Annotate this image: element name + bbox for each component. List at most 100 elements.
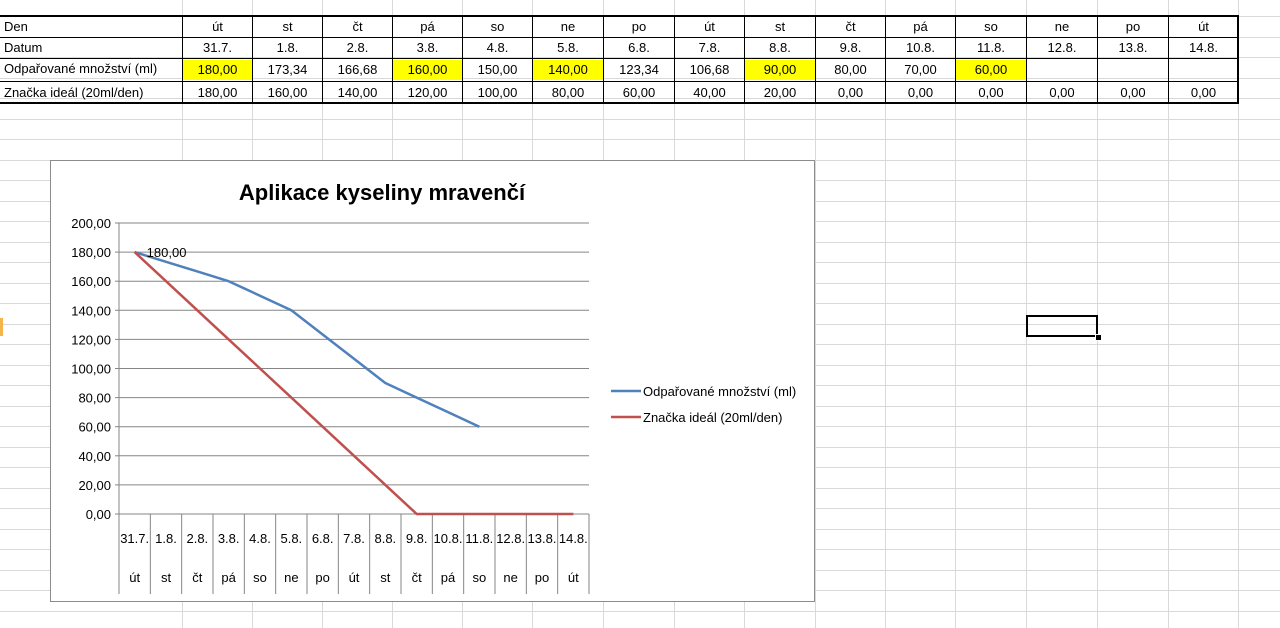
x-tick-label-date: 13.8. — [528, 531, 557, 546]
x-tick-label-day: ne — [503, 570, 517, 585]
evaporated-row-cell[interactable]: 140,00 — [533, 60, 603, 80]
ideal-row-cell[interactable]: 180,00 — [197, 85, 238, 100]
selected-cell[interactable] — [1026, 315, 1098, 337]
date-row-label[interactable]: Datum — [4, 40, 43, 55]
table-border — [955, 15, 956, 104]
day-row-cell[interactable]: čt — [352, 19, 363, 34]
date-row-cell[interactable]: 1.8. — [276, 40, 299, 55]
evaporated-row-cell[interactable]: 70,00 — [904, 62, 937, 77]
legend-label-2: Značka ideál (20ml/den) — [643, 410, 782, 425]
day-row-cell[interactable]: pá — [913, 19, 928, 34]
table-border — [0, 102, 1239, 104]
series-line-2 — [133, 251, 574, 516]
ideal-row-label[interactable]: Značka ideál (20ml/den) — [4, 85, 144, 100]
series-line-1 — [134, 250, 480, 428]
evaporated-row-cell[interactable]: 150,00 — [477, 62, 518, 77]
ideal-row-cell[interactable]: 160,00 — [267, 85, 308, 100]
date-row-cell[interactable]: 4.8. — [486, 40, 509, 55]
y-tick-label: 160,00 — [71, 274, 111, 289]
column-gridline — [1168, 0, 1169, 628]
x-tick-label-date: 10.8. — [434, 531, 463, 546]
ideal-row-cell[interactable]: 60,00 — [622, 85, 656, 100]
y-tick-label: 60,00 — [78, 420, 111, 435]
evaporated-row-cell[interactable]: 80,00 — [834, 62, 867, 77]
ideal-row-cell[interactable]: 0,00 — [978, 85, 1004, 100]
day-row-cell[interactable]: út — [212, 19, 223, 34]
evaporated-row-cell[interactable]: 90,00 — [745, 60, 815, 80]
table-border — [0, 15, 1239, 17]
x-tick-label-day: pá — [441, 570, 456, 585]
day-row-cell[interactable]: st — [774, 19, 786, 34]
evaporated-row-cell[interactable]: 160,00 — [393, 60, 462, 80]
day-row-cell[interactable]: so — [490, 19, 505, 34]
date-row-cell[interactable]: 31.7. — [203, 40, 232, 55]
line-chart[interactable]: Aplikace kyseliny mravenčí 0,00 20,00 40,00… — [50, 160, 815, 602]
date-row-cell[interactable]: 9.8. — [839, 40, 862, 55]
table-border — [815, 15, 816, 104]
x-tick-label-date: 2.8. — [186, 531, 208, 546]
day-row-cell[interactable]: út — [1198, 19, 1209, 34]
day-row-cell[interactable]: pá — [420, 19, 435, 34]
evaporated-row-cell[interactable] — [1027, 60, 1097, 80]
date-row-cell[interactable]: 12.8. — [1047, 40, 1077, 55]
x-tick-label-day: po — [315, 570, 329, 585]
ideal-row-cell[interactable]: 100,00 — [477, 85, 518, 100]
row-gridline — [0, 119, 1280, 120]
x-tick-label-day: út — [349, 570, 360, 585]
date-row-cell[interactable]: 14.8. — [1189, 40, 1218, 55]
x-tick-label-date: 12.8. — [496, 531, 525, 546]
ideal-row-cell[interactable]: 0,00 — [837, 85, 864, 100]
y-tick-label: 80,00 — [78, 391, 111, 406]
date-row-cell[interactable]: 11.8. — [977, 40, 1005, 55]
ideal-row-cell[interactable]: 40,00 — [693, 85, 726, 100]
evaporated-row-cell[interactable]: 166,68 — [337, 62, 378, 77]
evaporated-row-cell[interactable]: 180,00 — [183, 60, 252, 80]
day-row-label[interactable]: Den — [4, 19, 28, 34]
date-row-cell[interactable]: 13.8. — [1118, 40, 1148, 55]
ideal-row-cell[interactable]: 80,00 — [551, 85, 585, 100]
date-row-cell[interactable]: 10.8. — [906, 40, 935, 55]
day-row-cell[interactable]: po — [631, 19, 647, 34]
date-row-cell[interactable]: 6.8. — [628, 40, 650, 55]
day-row-cell[interactable]: út — [704, 19, 715, 34]
column-gridline — [815, 0, 816, 628]
y-tick-label: 180,00 — [71, 245, 111, 260]
evaporated-row-cell[interactable] — [1169, 60, 1238, 80]
table-border — [322, 15, 323, 104]
y-tick-label: 100,00 — [71, 362, 111, 377]
table-border — [182, 15, 183, 104]
date-row-cell[interactable]: 8.8. — [769, 40, 791, 55]
ideal-row-cell[interactable]: 140,00 — [337, 85, 378, 100]
day-row-cell[interactable]: ne — [560, 19, 576, 34]
column-gridline — [1238, 0, 1239, 628]
ideal-row-cell[interactable]: 120,00 — [407, 85, 448, 100]
legend-label-1: Odpařované množství (ml) — [643, 384, 796, 399]
date-row-cell[interactable]: 7.8. — [698, 40, 721, 55]
x-tick-label-date: 7.8. — [343, 531, 365, 546]
evaporated-row-label[interactable]: Odpařované množství (ml) — [4, 61, 158, 76]
ideal-row-cell[interactable]: 0,00 — [1120, 85, 1146, 100]
evaporated-row-cell[interactable]: 123,34 — [619, 62, 659, 77]
date-row-cell[interactable]: 5.8. — [557, 40, 579, 55]
y-tick-label: 40,00 — [78, 449, 111, 464]
day-row-cell[interactable]: čt — [845, 19, 856, 34]
ideal-row-cell[interactable]: 0,00 — [907, 85, 934, 100]
ideal-row-cell[interactable]: 20,00 — [763, 85, 797, 100]
evaporated-row-cell[interactable] — [1098, 60, 1168, 80]
day-row-cell[interactable]: so — [984, 19, 998, 34]
evaporated-row-cell[interactable]: 60,00 — [956, 60, 1026, 80]
row-marker — [0, 318, 3, 336]
ideal-row-cell[interactable]: 0,00 — [1049, 85, 1075, 100]
fill-handle[interactable] — [1095, 334, 1102, 341]
date-row-cell[interactable]: 3.8. — [416, 40, 439, 55]
day-row-cell[interactable]: ne — [1054, 19, 1070, 34]
x-tick-label-day: čt — [412, 570, 423, 585]
ideal-row-cell[interactable]: 0,00 — [1190, 85, 1217, 100]
x-tick-label-date: 14.8. — [559, 531, 588, 546]
evaporated-row-cell[interactable]: 106,68 — [689, 62, 730, 77]
date-row-cell[interactable]: 2.8. — [346, 40, 369, 55]
table-border — [0, 81, 1239, 82]
evaporated-row-cell[interactable]: 173,34 — [267, 62, 308, 77]
day-row-cell[interactable]: st — [282, 19, 293, 34]
day-row-cell[interactable]: po — [1125, 19, 1141, 34]
